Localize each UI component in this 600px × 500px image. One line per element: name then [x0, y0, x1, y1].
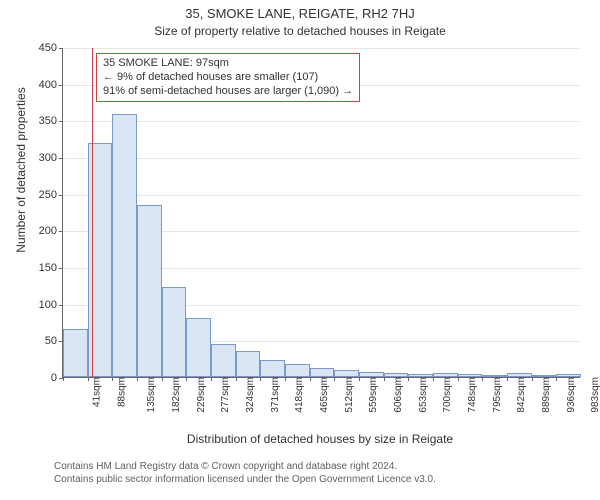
x-tick-label: 559sqm — [366, 377, 379, 413]
y-tick-mark — [59, 231, 63, 232]
x-tick-mark — [556, 377, 557, 381]
histogram-bar — [63, 329, 88, 377]
x-tick-mark — [162, 377, 163, 381]
x-tick-mark — [384, 377, 385, 381]
histogram-bar — [334, 370, 359, 377]
y-tick-mark — [59, 158, 63, 159]
x-tick-label: 653sqm — [416, 377, 429, 413]
gridline — [63, 195, 580, 196]
x-tick-label: 371sqm — [268, 377, 281, 413]
chart-title-address: 35, SMOKE LANE, REIGATE, RH2 7HJ — [0, 6, 600, 21]
y-tick-mark — [59, 305, 63, 306]
histogram-bar — [186, 318, 211, 377]
x-tick-label: 842sqm — [514, 377, 527, 413]
y-tick-mark — [59, 195, 63, 196]
x-tick-label: 135sqm — [144, 377, 157, 413]
x-tick-mark — [507, 377, 508, 381]
attribution-line: Contains public sector information licen… — [54, 473, 436, 486]
x-tick-mark — [532, 377, 533, 381]
x-tick-mark — [334, 377, 335, 381]
x-tick-mark — [433, 377, 434, 381]
property-marker-line — [92, 48, 93, 377]
x-tick-mark — [63, 377, 64, 381]
x-tick-mark — [236, 377, 237, 381]
y-tick-mark — [59, 48, 63, 49]
y-tick-mark — [59, 268, 63, 269]
x-tick-mark — [408, 377, 409, 381]
chart-title-subtitle: Size of property relative to detached ho… — [0, 24, 600, 38]
gridline — [63, 48, 580, 49]
x-tick-mark — [482, 377, 483, 381]
x-tick-mark — [359, 377, 360, 381]
x-tick-label: 795sqm — [490, 377, 503, 413]
histogram-bar — [236, 351, 261, 377]
histogram-bar — [162, 287, 187, 377]
x-tick-mark — [260, 377, 261, 381]
x-tick-mark — [88, 377, 89, 381]
annotation-box: 35 SMOKE LANE: 97sqm ← 9% of detached ho… — [96, 53, 360, 102]
gridline — [63, 121, 580, 122]
y-tick-mark — [59, 85, 63, 86]
x-tick-label: 889sqm — [539, 377, 552, 413]
y-axis-label: Number of detached properties — [14, 40, 28, 300]
y-tick-mark — [59, 121, 63, 122]
histogram-bar — [260, 360, 285, 377]
x-axis-label: Distribution of detached houses by size … — [0, 432, 600, 446]
x-tick-mark — [285, 377, 286, 381]
annotation-line: ← 9% of detached houses are smaller (107… — [103, 71, 353, 85]
x-tick-label: 606sqm — [391, 377, 404, 413]
x-tick-label: 512sqm — [342, 377, 355, 413]
histogram-bar — [310, 368, 335, 377]
x-tick-label: 324sqm — [243, 377, 256, 413]
x-tick-label: 936sqm — [564, 377, 577, 413]
histogram-bar — [112, 114, 137, 377]
plot-area: 05010015020025030035040045041sqm88sqm135… — [62, 48, 580, 378]
x-tick-label: 983sqm — [588, 377, 600, 413]
gridline — [63, 158, 580, 159]
histogram-bar — [137, 205, 162, 377]
histogram-bar — [88, 143, 113, 377]
x-tick-mark — [310, 377, 311, 381]
x-tick-label: 182sqm — [169, 377, 182, 413]
annotation-line: 91% of semi-detached houses are larger (… — [103, 85, 353, 99]
x-tick-mark — [458, 377, 459, 381]
x-tick-label: 465sqm — [317, 377, 330, 413]
x-tick-mark — [211, 377, 212, 381]
x-tick-mark — [186, 377, 187, 381]
x-tick-mark — [137, 377, 138, 381]
histogram-bar — [211, 344, 236, 377]
x-tick-label: 700sqm — [440, 377, 453, 413]
x-tick-label: 88sqm — [114, 377, 127, 407]
x-tick-mark — [112, 377, 113, 381]
x-tick-label: 418sqm — [292, 377, 305, 413]
x-tick-label: 229sqm — [194, 377, 207, 413]
x-tick-label: 748sqm — [465, 377, 478, 413]
x-tick-label: 41sqm — [90, 377, 103, 407]
attribution-line: Contains HM Land Registry data © Crown c… — [54, 460, 436, 473]
histogram-bar — [285, 364, 310, 377]
attribution: Contains HM Land Registry data © Crown c… — [54, 460, 436, 486]
x-tick-label: 277sqm — [218, 377, 231, 413]
annotation-line: 35 SMOKE LANE: 97sqm — [103, 57, 353, 71]
